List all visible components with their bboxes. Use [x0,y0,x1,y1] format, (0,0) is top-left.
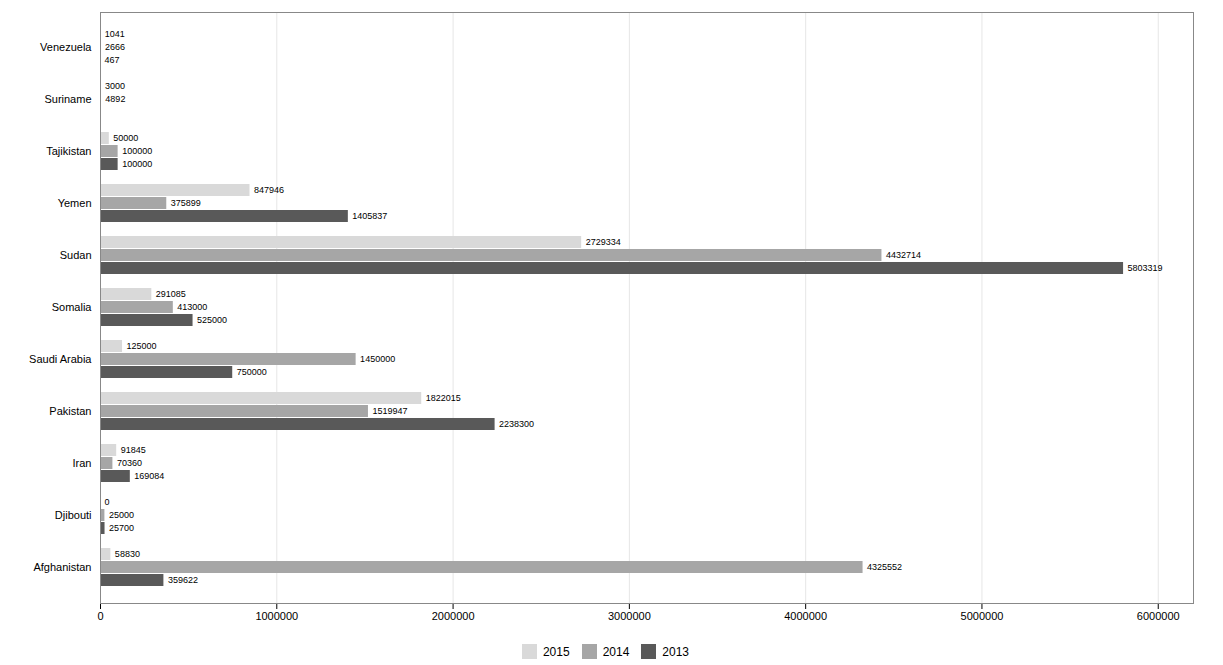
svg-text:1405837: 1405837 [352,211,387,221]
svg-text:413000: 413000 [177,302,207,312]
svg-text:100000: 100000 [122,159,152,169]
svg-text:1822015: 1822015 [426,393,461,403]
svg-text:5000000: 5000000 [961,610,1004,622]
svg-text:3000: 3000 [105,81,125,91]
svg-text:4432714: 4432714 [886,250,921,260]
svg-text:2729334: 2729334 [586,237,621,247]
svg-text:Djibouti: Djibouti [55,509,92,521]
svg-text:467: 467 [105,55,120,65]
svg-text:5803319: 5803319 [1128,263,1163,273]
svg-text:Somalia: Somalia [52,301,93,313]
svg-text:Pakistan: Pakistan [49,405,91,417]
svg-text:4000000: 4000000 [784,610,827,622]
svg-text:2238300: 2238300 [499,419,534,429]
svg-text:2666: 2666 [105,42,125,52]
svg-text:1519947: 1519947 [372,406,407,416]
svg-text:359622: 359622 [168,575,198,585]
svg-text:0: 0 [105,497,110,507]
svg-text:91845: 91845 [121,445,146,455]
html-text:2013: 2013 [662,644,689,659]
svg-text:0: 0 [97,610,103,622]
html-text:2014: 2014 [602,644,630,659]
svg-text:3000000: 3000000 [608,610,651,622]
svg-text:Iran: Iran [73,457,92,469]
svg-text:125000: 125000 [127,341,157,351]
svg-text:291085: 291085 [156,289,186,299]
svg-text:Suriname: Suriname [44,93,91,105]
svg-text:Afghanistan: Afghanistan [33,561,91,573]
svg-text:1041: 1041 [105,29,125,39]
svg-text:Yemen: Yemen [58,197,92,209]
svg-text:750000: 750000 [237,367,267,377]
svg-text:100000: 100000 [122,146,152,156]
svg-text:2000000: 2000000 [432,610,475,622]
svg-text:4892: 4892 [105,94,125,104]
svg-text:25000: 25000 [109,510,134,520]
svg-text:847946: 847946 [254,185,284,195]
svg-text:Tajikistan: Tajikistan [46,145,91,157]
svg-text:1450000: 1450000 [360,354,395,364]
html-text:2015: 2015 [542,644,570,659]
svg-text:1000000: 1000000 [255,610,298,622]
svg-text:Saudi Arabia: Saudi Arabia [29,353,92,365]
svg-text:58830: 58830 [115,549,140,559]
svg-text:169084: 169084 [134,471,164,481]
svg-text:525000: 525000 [197,315,227,325]
svg-text:Sudan: Sudan [60,249,92,261]
svg-text:70360: 70360 [117,458,142,468]
svg-text:25700: 25700 [109,523,134,533]
svg-text:375899: 375899 [171,198,201,208]
svg-text:Venezuela: Venezuela [40,41,92,53]
svg-text:50000: 50000 [113,133,138,143]
svg-text:4325552: 4325552 [867,562,902,572]
svg-text:6000000: 6000000 [1137,610,1180,622]
